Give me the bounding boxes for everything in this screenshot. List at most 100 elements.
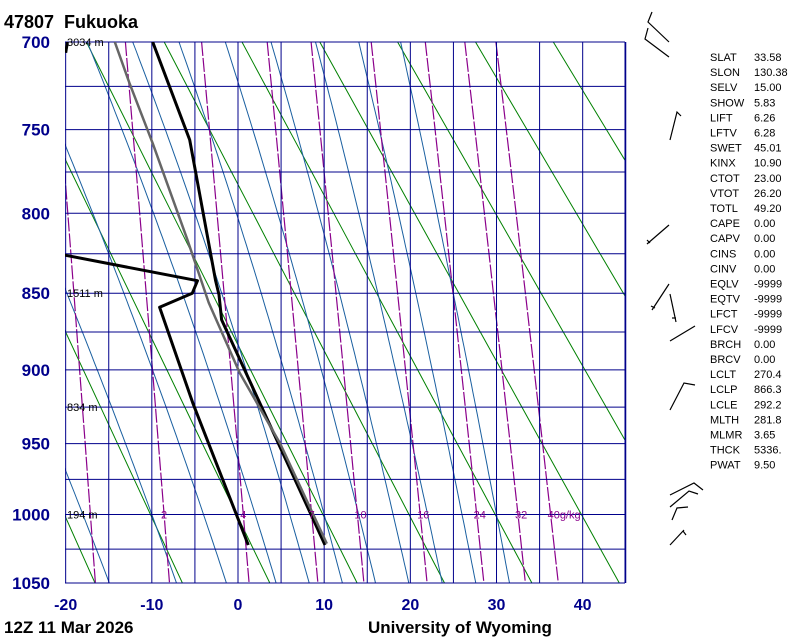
grid bbox=[65, 41, 627, 584]
source-label: University of Wyoming bbox=[368, 618, 552, 637]
mixing-ratio-line bbox=[266, 42, 319, 583]
wind-barb bbox=[646, 224, 670, 245]
y-tick-label: 700 bbox=[22, 33, 50, 52]
index-value: 0.00 bbox=[754, 248, 775, 260]
y-tick-label: 1000 bbox=[12, 506, 50, 525]
mixing-ratio-line bbox=[495, 42, 559, 583]
index-name: MLMR bbox=[710, 430, 742, 442]
index-name: SHOW bbox=[710, 97, 745, 109]
index-value: 292.2 bbox=[754, 399, 782, 411]
index-value: 9.50 bbox=[754, 460, 775, 472]
index-value: 5336. bbox=[754, 445, 782, 457]
moist-adiabat-line bbox=[270, 42, 410, 583]
wind-barb bbox=[647, 11, 670, 43]
index-value: 26.20 bbox=[754, 188, 782, 200]
mixing-ratio-line bbox=[0, 42, 5, 583]
moist-adiabat-line bbox=[178, 42, 343, 583]
mixing-ratio-label: 10 bbox=[354, 510, 366, 522]
index-value: 281.8 bbox=[754, 414, 782, 426]
mixing-ratio-labels: 2 4 7 10 16 24 32 40g/kg bbox=[161, 510, 581, 522]
index-value: 6.28 bbox=[754, 128, 775, 140]
mixing-ratio-label: 2 bbox=[161, 510, 167, 522]
wind-barb bbox=[650, 305, 656, 309]
profiles bbox=[65, 42, 328, 546]
station-id: 47807 bbox=[4, 12, 54, 32]
parcel-line bbox=[113, 42, 328, 545]
wind-barb bbox=[669, 110, 682, 141]
index-name: CAPE bbox=[710, 218, 740, 230]
index-value: 5.83 bbox=[754, 97, 775, 109]
observation-time: 12Z 11 Mar 2026 bbox=[4, 618, 133, 637]
index-value: -9999 bbox=[754, 309, 782, 321]
index-name: LCLP bbox=[710, 384, 738, 396]
index-value: 0.00 bbox=[754, 233, 775, 245]
dry-adiabat-line bbox=[0, 42, 8, 583]
index-value: 3.65 bbox=[754, 430, 775, 442]
index-name: KINX bbox=[710, 158, 736, 170]
mixing-ratio-label: 7 bbox=[309, 510, 315, 522]
index-name: THCK bbox=[710, 445, 741, 457]
mixing-ratio-label: 4 bbox=[240, 510, 246, 522]
index-value: 270.4 bbox=[754, 369, 782, 381]
index-name: LFCV bbox=[710, 324, 739, 336]
dewpoint-line bbox=[65, 42, 69, 54]
index-value: 45.01 bbox=[754, 143, 782, 155]
mixing-ratio-line bbox=[424, 42, 485, 583]
index-value: 0.00 bbox=[754, 218, 775, 230]
x-tick-label: 0 bbox=[234, 597, 243, 614]
mixing-ratio-label: 24 bbox=[474, 510, 486, 522]
height-label: 194 m bbox=[67, 510, 98, 522]
index-value: -9999 bbox=[754, 279, 782, 291]
x-tick-label: -20 bbox=[54, 597, 77, 614]
y-tick-label: 950 bbox=[22, 435, 50, 454]
wind-barb bbox=[669, 529, 685, 546]
index-name: EQLV bbox=[710, 279, 739, 291]
x-tick-label: 30 bbox=[488, 597, 506, 614]
index-name: CTOT bbox=[710, 173, 740, 185]
index-name: EQTV bbox=[710, 294, 741, 306]
moist-adiabat-line bbox=[65, 467, 110, 583]
station-name: Fukuoka bbox=[64, 12, 139, 32]
index-name: LFCT bbox=[710, 309, 738, 321]
height-labels: 3034 m 1511 m 834 m 194 m bbox=[67, 37, 104, 522]
index-value: 33.58 bbox=[754, 52, 782, 64]
index-value: 130.38 bbox=[754, 67, 788, 79]
wind-barb bbox=[669, 382, 696, 411]
index-name: SELV bbox=[710, 82, 738, 94]
index-name: BRCV bbox=[710, 354, 741, 366]
index-value: 866.3 bbox=[754, 384, 782, 396]
wind-barb bbox=[646, 239, 651, 244]
wind-barb bbox=[669, 490, 699, 508]
background-lines bbox=[0, 42, 625, 583]
index-name: PWAT bbox=[710, 460, 741, 472]
dry-adiabat-line bbox=[241, 42, 533, 583]
index-value: 49.20 bbox=[754, 203, 782, 215]
dry-adiabat-line bbox=[552, 42, 625, 162]
y-axis-labels: 700 750 800 850 900 950 1000 1050 bbox=[12, 33, 50, 593]
wind-barbs bbox=[644, 11, 704, 546]
moist-adiabat-line bbox=[65, 143, 227, 583]
mixing-ratio-line bbox=[201, 42, 250, 583]
x-tick-label: 10 bbox=[315, 597, 333, 614]
y-tick-label: 750 bbox=[22, 121, 50, 140]
index-value: 15.00 bbox=[754, 82, 782, 94]
wind-barb bbox=[669, 325, 696, 342]
dry-adiabat-line bbox=[319, 42, 620, 583]
index-name: CINV bbox=[710, 263, 737, 275]
moist-adiabat-line bbox=[86, 42, 277, 583]
wind-barb bbox=[682, 530, 687, 536]
x-axis-labels: -20 -10 0 10 20 30 40 bbox=[54, 597, 592, 614]
index-name: VTOT bbox=[710, 188, 739, 200]
index-value: 6.26 bbox=[754, 112, 775, 124]
height-label: 3034 m bbox=[67, 37, 104, 49]
mixing-ratio-label: 40g/kg bbox=[548, 510, 581, 522]
moist-adiabat-line bbox=[315, 42, 443, 583]
y-tick-label: 900 bbox=[22, 361, 50, 380]
index-name: LIFT bbox=[710, 112, 733, 124]
index-name: CAPV bbox=[710, 233, 741, 245]
dewpoint-line bbox=[65, 253, 250, 546]
height-label: 1511 m bbox=[67, 288, 103, 300]
y-tick-label: 800 bbox=[22, 204, 50, 223]
wind-barb bbox=[651, 283, 670, 311]
